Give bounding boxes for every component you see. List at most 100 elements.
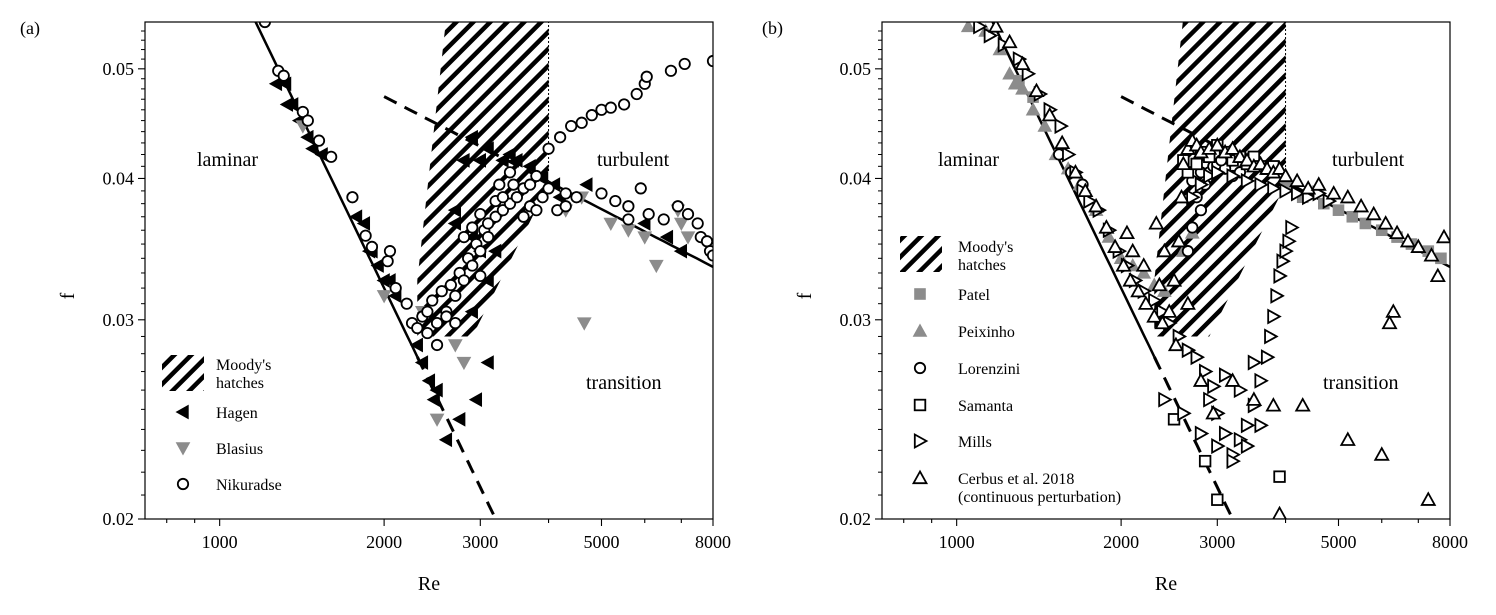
data-point-hagen (452, 411, 466, 427)
data-point-lorenzini (1181, 245, 1194, 258)
x-tick-label: 1000 (202, 532, 238, 552)
data-point-hagen (348, 209, 363, 225)
data-point-cerbus-et-al-2018 (1272, 505, 1287, 519)
x-tick-label: 2000 (366, 532, 402, 552)
data-point-cerbus-et-al-2018 (1381, 314, 1398, 330)
data-point-nikuradse (440, 310, 453, 323)
data-point-nikuradse (474, 208, 487, 221)
legend-marker (913, 361, 927, 375)
data-point-mills (1218, 425, 1234, 442)
data-point-nikuradse (435, 285, 448, 298)
data-point-mills (1240, 417, 1256, 434)
legend-label-cerbus: Cerbus et al. 2018 (958, 471, 1074, 488)
legend-label-mills: Mills (958, 434, 992, 451)
data-point-nikuradse (383, 245, 397, 258)
y-ticks-a: 0.02 0.03 0.04 0.05 (103, 30, 145, 529)
data-point-mills (1148, 292, 1163, 309)
data-point-nikuradse (400, 297, 413, 310)
data-point-mills (1254, 372, 1269, 389)
data-point-cerbus-et-al-2018 (1224, 372, 1241, 387)
data-point-cerbus-et-al-2018 (1098, 219, 1115, 234)
data-point-mills (1194, 425, 1210, 442)
data-point-cerbus-et-al-2018 (1115, 257, 1132, 272)
data-point-blasius (621, 224, 636, 238)
data-point-nikuradse (630, 87, 643, 101)
legend-marker (914, 288, 926, 300)
y-axis-label-b: f (794, 292, 816, 299)
legend-label-moodys-hatches: Moody's hatches (216, 357, 275, 392)
data-point-cerbus-et-al-2018 (1014, 55, 1031, 71)
legend-moodys-line1: Moody's (216, 357, 271, 374)
data-point-nikuradse (430, 316, 444, 330)
data-point-hagen (447, 202, 462, 218)
data-point-mills (1226, 167, 1241, 185)
legend-moodys-line2: hatches (216, 375, 264, 392)
data-point-samanta (1198, 454, 1212, 468)
x-ticks-b: 1000 2000 3000 5000 8000 (903, 519, 1468, 552)
legend-label-lorenzini: Lorenzini (958, 361, 1021, 378)
data-point-mills (1254, 417, 1269, 434)
data-point-nikuradse (421, 305, 434, 318)
legend-a: Moody's hatches Hagen Blasius Nikuradse (162, 355, 282, 494)
region-label-transition: transition (586, 372, 662, 394)
data-point-nikuradse (365, 240, 379, 253)
data-point-nikuradse (381, 255, 394, 268)
data-point-mills (1260, 349, 1276, 366)
data-point-cerbus-et-al-2018 (1154, 314, 1171, 330)
legend-hagen-marker-icon (175, 404, 189, 420)
laminar-extension-dashed (415, 356, 498, 519)
data-point-cerbus-et-al-2018 (1041, 106, 1058, 122)
data-point-cerbus-et-al-2018 (1054, 134, 1071, 150)
data-point-nikuradse (622, 213, 635, 226)
turbulent-extension-dashed (1120, 95, 1287, 184)
data-point-mills (1240, 172, 1256, 189)
data-point-mills (1062, 146, 1077, 163)
data-point-peixinho (1015, 81, 1030, 95)
data-point-nikuradse (496, 191, 510, 204)
data-point-mills (1233, 431, 1249, 448)
legend-moodys-line2: hatches (958, 257, 1006, 274)
data-point-nikuradse (426, 294, 439, 307)
data-point-hagen (509, 153, 523, 168)
data-point-cerbus-et-al-2018 (1385, 303, 1402, 318)
y-tick-label: 0.03 (103, 310, 135, 330)
data-point-lorenzini (1194, 204, 1208, 217)
data-point-nikuradse (258, 22, 271, 29)
data-point-cerbus-et-al-2018 (1252, 155, 1269, 171)
data-point-nikuradse (678, 57, 691, 71)
data-point-blasius (648, 259, 664, 274)
x-axis-label-a: Re (418, 573, 440, 595)
data-point-peixinho (1007, 76, 1023, 90)
data-point-cerbus-et-al-2018 (1077, 182, 1094, 197)
data-point-cerbus-et-al-2018 (1122, 272, 1139, 287)
data-point-mills (1247, 354, 1263, 371)
data-point-cerbus-et-al-2018 (1224, 140, 1241, 155)
data-point-nikuradse (681, 208, 695, 221)
legend-mills-marker-icon (913, 432, 929, 450)
axes-frame-a (144, 21, 714, 520)
data-point-nikuradse (493, 178, 506, 191)
data-point-mills (1186, 189, 1201, 206)
data-point-nikuradse (622, 200, 635, 213)
data-point-nikuradse (554, 131, 567, 144)
y-tick-label: 0.02 (103, 509, 135, 529)
data-point-hagen (438, 432, 453, 448)
x-axis-label-b: Re (1155, 573, 1177, 595)
data-point-mills (1177, 405, 1192, 422)
region-label-transition: transition (1323, 372, 1399, 394)
data-point-blasius (673, 217, 689, 231)
data-point-nikuradse (301, 114, 314, 127)
data-point-mills (1190, 349, 1206, 366)
data-point-mills (1291, 185, 1306, 202)
legend-marker (912, 323, 928, 337)
data-point-mills (1226, 453, 1241, 470)
data-point-nikuradse (457, 274, 471, 287)
x-tick-label: 5000 (1320, 532, 1356, 552)
y-tick-label: 0.04 (840, 168, 872, 188)
legend-blasius-marker-icon (175, 442, 191, 456)
data-point-nikuradse (604, 101, 617, 114)
data-point-hagen (370, 258, 384, 273)
data-point-nikuradse (523, 178, 537, 191)
data-point-cerbus-et-al-2018 (1209, 136, 1226, 152)
data-point-hagen (495, 153, 509, 168)
